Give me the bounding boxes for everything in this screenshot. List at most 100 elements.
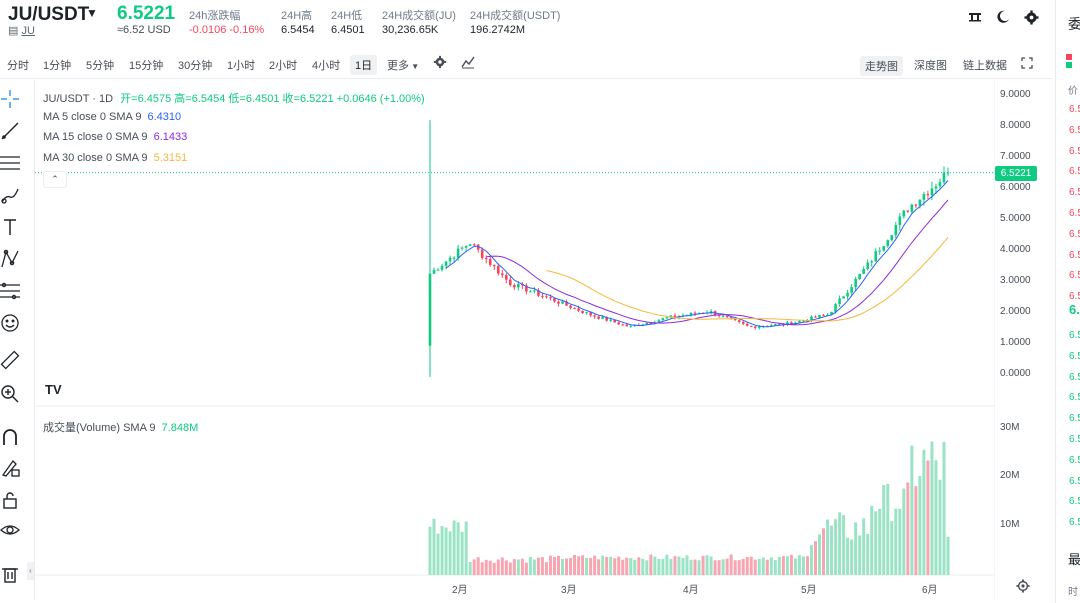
bid-price[interactable]: 6.5 <box>1069 392 1080 404</box>
volume-bar <box>573 554 577 575</box>
volume-bar <box>773 560 777 575</box>
ask-price[interactable]: 6.5 <box>1069 166 1080 178</box>
interval-more[interactable]: 更多 ▼ <box>387 57 419 73</box>
bid-price[interactable]: 6.5 <box>1069 496 1080 508</box>
stat-high-value: 6.5454 <box>281 24 315 36</box>
emoji-icon[interactable] <box>0 313 20 333</box>
candle-body <box>757 326 761 328</box>
price-chart[interactable] <box>35 80 995 600</box>
stat-change-value: -0.0106 -0.16% <box>189 24 265 36</box>
view-chart[interactable]: 走势图 <box>860 56 903 76</box>
orderbook-mode-icon[interactable] <box>1056 52 1080 70</box>
tradingview-logo-icon: TV <box>45 382 62 397</box>
stat-vol-usdt-label: 24H成交额(USDT) <box>470 10 561 22</box>
indicators-icon[interactable] <box>461 55 475 72</box>
interval-5m[interactable]: 5分钟 <box>86 60 115 72</box>
volume-bar <box>918 476 922 575</box>
dark-mode-icon[interactable] <box>996 10 1010 28</box>
month-label: 5月 <box>801 585 817 596</box>
volume-bar <box>528 556 532 575</box>
volume-bar <box>561 558 565 575</box>
interval-4h[interactable]: 4小时 <box>312 60 341 72</box>
candle-body <box>878 250 882 252</box>
bid-price[interactable]: 6.5 <box>1069 434 1080 445</box>
ask-price[interactable]: 6.5 <box>1069 291 1080 303</box>
interval-2h[interactable]: 2小时 <box>269 60 298 72</box>
magnet-icon[interactable] <box>0 427 20 447</box>
ma30-value: 5.3151 <box>153 152 188 164</box>
candle-body <box>770 325 773 327</box>
ask-price[interactable]: 6.5 <box>1069 187 1080 199</box>
legend-ohlc: 开=6.4575 高=6.5454 低=6.4501 收=6.5221 +0.0… <box>120 93 425 105</box>
interval-1d[interactable]: 1日 <box>350 55 378 75</box>
lock-icon[interactable] <box>0 490 20 510</box>
brush-icon[interactable] <box>0 185 20 205</box>
candle-body <box>918 199 922 206</box>
bid-price[interactable]: 6.5 <box>1069 413 1080 425</box>
ask-price[interactable]: 6.5 <box>1069 270 1080 282</box>
interval-15m[interactable]: 15分钟 <box>129 60 164 72</box>
bid-price[interactable]: 6.5 <box>1069 350 1080 362</box>
symbol-selector[interactable]: JU/USDT <box>8 4 90 25</box>
fib-icon[interactable] <box>0 281 20 301</box>
volume-bar <box>805 556 809 575</box>
interval-1h[interactable]: 1小时 <box>227 60 256 72</box>
bid-price[interactable]: 6.5 <box>1069 330 1080 341</box>
ask-price[interactable]: 6.5 <box>1069 145 1080 157</box>
candle-body <box>673 315 677 318</box>
volume-bar <box>661 558 665 575</box>
trendline-icon[interactable] <box>0 121 20 141</box>
candle-body <box>513 285 516 288</box>
layout-icon[interactable] <box>968 10 982 28</box>
candle-body <box>541 295 544 297</box>
ask-price[interactable]: 6.5 <box>1069 249 1080 261</box>
candle-body <box>545 296 548 298</box>
trash-icon[interactable] <box>0 564 20 584</box>
collapse-toolbar-icon[interactable]: ‹ <box>27 562 34 580</box>
interval-1m[interactable]: 1分钟 <box>43 60 72 72</box>
candle-body <box>717 315 721 317</box>
price-tick-label: 5.0000 <box>1000 213 1031 224</box>
view-depth[interactable]: 深度图 <box>914 60 947 72</box>
volume-bar <box>633 559 637 575</box>
caret-down-icon[interactable]: ▼ <box>86 6 98 20</box>
ask-price[interactable]: 6.5 <box>1069 228 1080 240</box>
ask-price[interactable]: 6.5 <box>1069 104 1080 115</box>
ask-price[interactable]: 6.5 <box>1069 124 1080 136</box>
pattern-icon[interactable] <box>0 249 20 269</box>
zoom-in-icon[interactable] <box>0 384 20 404</box>
ma5-line <box>445 180 949 328</box>
bid-price[interactable]: 6.5 <box>1069 517 1080 529</box>
orderbook-title: 委 <box>1068 16 1080 32</box>
settings-icon[interactable] <box>1024 10 1039 29</box>
volume-bar <box>862 518 866 575</box>
collapse-legend-icon[interactable]: ⌃ <box>43 171 67 188</box>
candle-body <box>842 296 845 299</box>
text-icon[interactable] <box>0 217 20 237</box>
ask-price[interactable]: 6.5 <box>1069 208 1080 219</box>
fullscreen-icon[interactable] <box>1021 57 1033 72</box>
horizontal-lines-icon[interactable] <box>0 153 20 173</box>
candle-body <box>661 318 665 321</box>
candle-body <box>942 172 946 183</box>
volume-bar <box>585 557 589 575</box>
bid-price[interactable]: 6.5 <box>1069 371 1080 383</box>
interval-30m[interactable]: 30分钟 <box>178 60 213 72</box>
view-onchain[interactable]: 链上数据 <box>963 60 1007 72</box>
bid-price[interactable]: 6.5 <box>1069 454 1080 466</box>
ruler-icon[interactable] <box>0 350 20 370</box>
volume-bar <box>721 559 725 575</box>
interval-time[interactable]: 分时 <box>7 60 29 72</box>
candle-body <box>725 315 729 318</box>
crosshair-icon[interactable] <box>0 89 20 109</box>
volume-tick-label: 10M <box>1000 519 1020 530</box>
volume-bar <box>504 560 508 575</box>
eye-icon[interactable] <box>0 520 20 540</box>
chart-settings-icon[interactable] <box>1016 579 1030 598</box>
stat-low-label: 24H低 <box>331 10 363 22</box>
bid-price[interactable]: 6.5 <box>1069 475 1080 487</box>
volume-bar <box>500 557 504 575</box>
indicator-settings-icon[interactable] <box>433 55 447 72</box>
draw-lock-icon[interactable] <box>0 458 20 478</box>
candle-body <box>432 270 436 274</box>
